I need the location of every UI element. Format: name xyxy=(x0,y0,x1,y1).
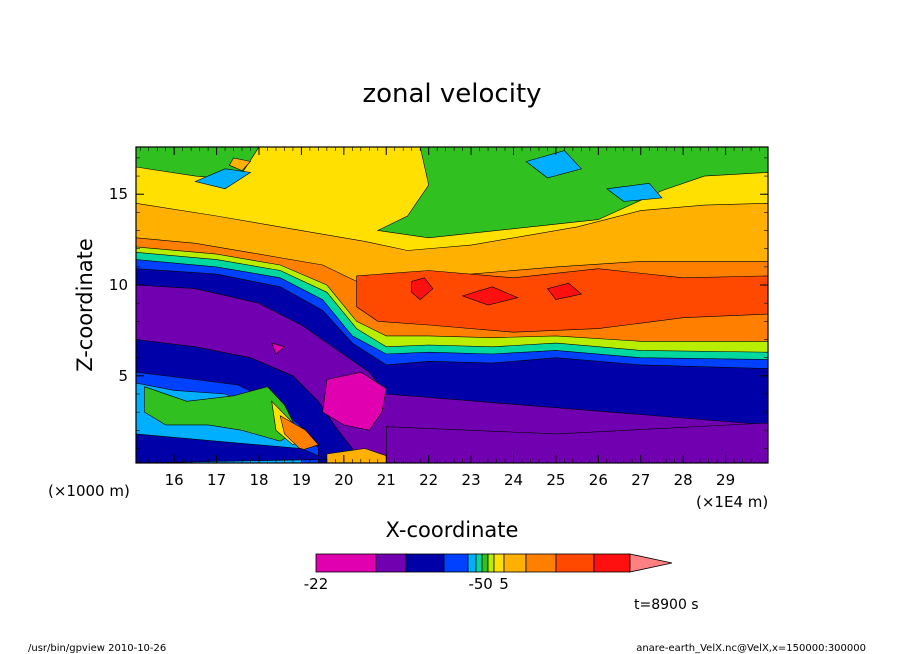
x-tick-label: 29 xyxy=(716,471,735,489)
y-tick-label: 5 xyxy=(118,367,128,385)
contour-region-20 xyxy=(271,342,286,355)
colorbar-label: 5 xyxy=(499,575,509,593)
x-tick-label: 16 xyxy=(165,471,184,489)
colorbar-swatch xyxy=(475,553,483,573)
colorbar-swatch xyxy=(481,553,489,573)
colorbar-label: 0 xyxy=(483,575,493,593)
x-tick-label: 21 xyxy=(377,471,396,489)
colorbar-swatch xyxy=(593,553,631,573)
colorbar-label: -5 xyxy=(469,575,484,593)
y-axis: 5 10 15 xyxy=(109,157,768,449)
x-tick-label: 19 xyxy=(292,471,311,489)
colorbar-labels: -22 -5 0 5 xyxy=(304,575,509,593)
contour-region-28 xyxy=(228,157,252,171)
colorbar xyxy=(315,553,673,573)
colorbar-swatch xyxy=(375,553,407,573)
footer-right: anare-earth_VelX.nc@VelX,x=150000:300000 xyxy=(636,643,866,654)
contour-region-23 xyxy=(461,286,519,306)
x-scale-note: (×1E4 m) xyxy=(696,493,768,511)
x-axis: 16 17 18 19 20 21 22 23 24 25 26 27 28 29 xyxy=(139,147,769,489)
x-tick-label: 20 xyxy=(334,471,353,489)
x-tick-label: 18 xyxy=(249,471,268,489)
footer-left: /usr/bin/gpview 2010-10-26 xyxy=(28,643,166,654)
contour-region-18 xyxy=(136,433,328,463)
y-tick-label: 15 xyxy=(109,185,128,203)
contour-region-22 xyxy=(411,277,434,300)
colorbar-swatch xyxy=(467,553,477,573)
contour-region-24 xyxy=(546,282,583,300)
contour-region-19 xyxy=(322,371,387,431)
contour-region-27 xyxy=(606,182,663,202)
colorbar-swatch xyxy=(487,553,495,573)
time-label: t=8900 s xyxy=(634,597,699,613)
y-axis-label: Z-coordinate xyxy=(73,238,97,372)
x-tick-label: 25 xyxy=(546,471,565,489)
colorbar-swatch xyxy=(405,553,445,573)
y-scale-note: (×1000 m) xyxy=(48,482,130,500)
colorbar-swatch xyxy=(315,553,377,573)
plot-frame xyxy=(135,146,769,464)
colorbar-swatch xyxy=(555,553,595,573)
chart-title: zonal velocity xyxy=(362,79,541,109)
x-axis-label: X-coordinate xyxy=(386,518,519,542)
plot-area xyxy=(136,147,768,463)
contour-region-5 xyxy=(356,268,768,333)
colorbar-extend-arrow xyxy=(629,553,673,573)
x-tick-label: 17 xyxy=(207,471,226,489)
contour-region-25 xyxy=(194,168,252,190)
x-tick-label: 24 xyxy=(504,471,523,489)
colorbar-label: -22 xyxy=(304,575,329,593)
colorbar-swatch xyxy=(443,553,469,573)
contour-region-17 xyxy=(279,415,319,451)
contour-region-26 xyxy=(525,150,582,179)
x-tick-label: 22 xyxy=(419,471,438,489)
colorbar-swatch xyxy=(493,553,505,573)
y-tick-label: 10 xyxy=(109,276,128,294)
x-tick-label: 28 xyxy=(674,471,693,489)
colorbar-swatch xyxy=(503,553,527,573)
x-tick-label: 26 xyxy=(589,471,608,489)
colorbar-swatch xyxy=(525,553,557,573)
x-tick-label: 23 xyxy=(462,471,481,489)
x-tick-label: 27 xyxy=(631,471,650,489)
